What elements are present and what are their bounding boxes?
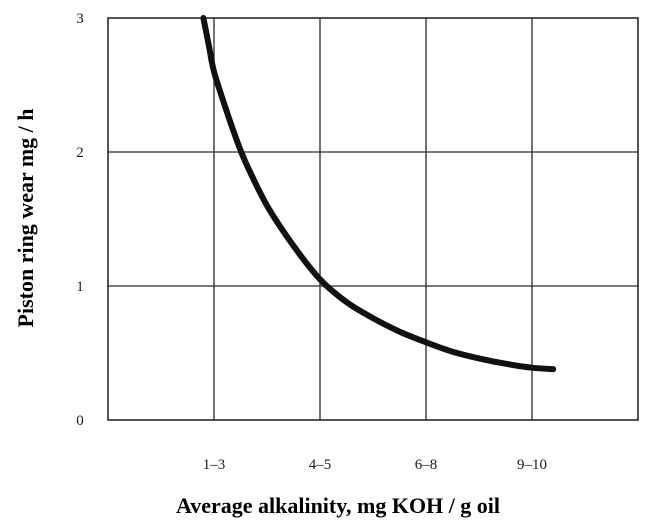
y-tick-label: 2 (76, 145, 84, 161)
x-tick-label: 1–3 (203, 457, 226, 473)
chart-series (200, 15, 557, 373)
y-tick-labels: 0 1 2 3 (76, 11, 84, 429)
x-tick-label: 9–10 (517, 457, 547, 473)
y-axis-title: Piston ring wear mg / h (13, 109, 38, 328)
chart-grid (107, 17, 639, 421)
x-tick-labels: 1–3 4–5 6–8 9–10 (203, 457, 547, 473)
y-tick-label: 3 (76, 11, 84, 27)
x-tick-label: 4–5 (309, 457, 332, 473)
x-axis-title: Average alkalinity, mg KOH / g oil (176, 493, 500, 518)
plot-frame (107, 17, 639, 421)
x-tick-label: 6–8 (415, 457, 438, 473)
y-tick-label: 1 (76, 279, 84, 295)
series-line (200, 15, 557, 373)
y-tick-label: 0 (76, 413, 84, 429)
